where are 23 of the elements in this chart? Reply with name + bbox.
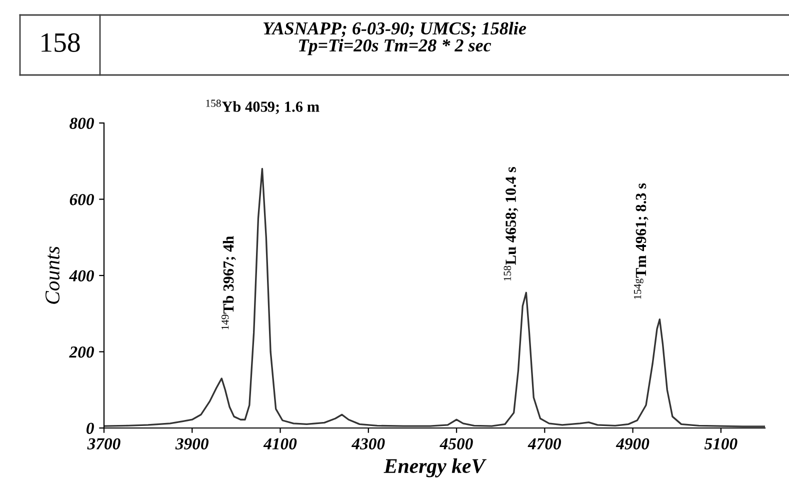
text: $^{158}$Yb 4059; 1.6 m — [206, 100, 320, 114]
text: 158 — [42, 33, 80, 52]
y-tick-label: 600 — [70, 194, 94, 206]
text: Lu 4658; 10.4 s — [506, 166, 518, 265]
x-tick-label: 4300 — [351, 438, 385, 450]
y-tick-label: 0 — [86, 422, 94, 434]
y-tick-label: 200 — [69, 346, 94, 358]
chart-title: YASNAPP; 6-03-90; UMCS; 158lie — [263, 22, 526, 38]
y-tick-label: 800 — [70, 118, 94, 129]
y-tick-label: 400 — [69, 270, 94, 282]
annotation: 158 — [504, 266, 511, 281]
chart-subtitle: Tp=Ti=20s Tm=28 * 2 sec — [298, 38, 492, 56]
x-tick-label: 4500 — [440, 438, 473, 450]
x-axis-title: Energy keV — [384, 458, 487, 478]
annotation: $^{149}$Tb 3967; 4h — [222, 236, 236, 330]
x-tick-label: 4700 — [528, 438, 562, 450]
x-tick-label: 3700 — [87, 438, 120, 450]
x-tick-label: 3900 — [175, 438, 209, 450]
x-tick-label: 4900 — [616, 438, 650, 450]
x-tick-label: 4100 — [263, 438, 297, 450]
x-tick-label: 5100 — [704, 438, 738, 450]
y-axis-title: Counts — [45, 246, 60, 304]
annotation: $^{154g}$Tm 4961; 8.3 s — [634, 183, 648, 299]
